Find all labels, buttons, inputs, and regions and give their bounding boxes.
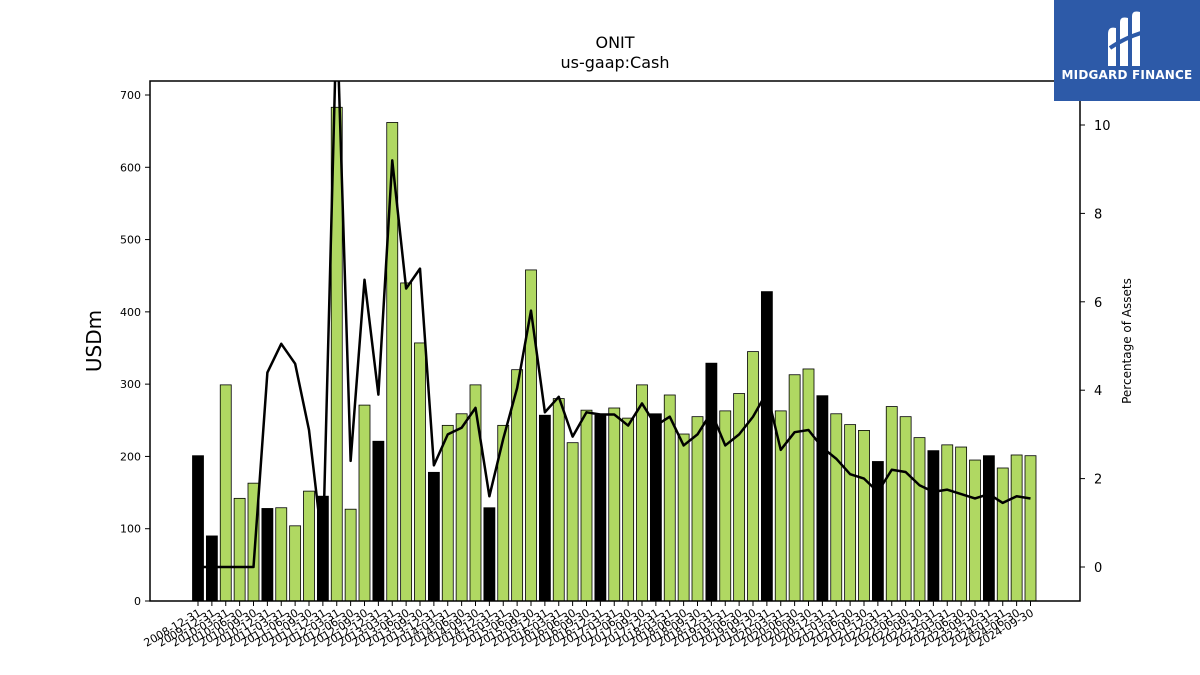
y-tick-label: 500 [120, 234, 141, 247]
y2-tick-label: 6 [1094, 296, 1102, 311]
bar [955, 446, 968, 601]
bar [691, 416, 704, 601]
y-tick-label: 100 [120, 523, 141, 536]
percentage-line [198, 81, 1031, 569]
plot-frame [149, 80, 1081, 602]
bar [802, 368, 815, 601]
bar [705, 362, 718, 601]
bar [899, 416, 912, 601]
bar [233, 497, 246, 601]
bar [580, 409, 593, 601]
bar [372, 440, 385, 601]
bar [192, 455, 204, 601]
bar [636, 384, 648, 601]
bar [719, 410, 732, 601]
y-tick-label: 200 [120, 450, 141, 463]
bar [386, 122, 399, 601]
bar [649, 413, 662, 601]
y2-axis-label: Percentage of Assets [1120, 278, 1134, 404]
bar [788, 374, 801, 601]
y2-tick-label: 0 [1094, 561, 1102, 576]
bar [982, 455, 995, 601]
bar [414, 342, 426, 601]
bar [566, 442, 579, 601]
bar [927, 450, 940, 601]
y2-tick-label: 2 [1094, 473, 1102, 488]
bar [941, 444, 954, 601]
bar [525, 269, 537, 601]
y-tick-label: 300 [120, 378, 141, 391]
bar [969, 459, 981, 601]
y2-tick-label: 4 [1094, 384, 1102, 399]
bar [608, 407, 621, 601]
bar [400, 282, 413, 601]
bar [303, 490, 315, 601]
bar [289, 525, 302, 601]
bar [594, 414, 607, 601]
bar [913, 437, 926, 601]
chart-subtitle: us-gaap:Cash [560, 53, 669, 72]
bar [760, 291, 773, 601]
bar [344, 508, 357, 601]
bar [275, 507, 288, 601]
bar [205, 535, 218, 601]
bar [441, 424, 454, 601]
chart-title: ONIT [595, 33, 634, 52]
y-axis-label: USDm [82, 310, 106, 372]
bar [455, 413, 468, 601]
bar [816, 395, 829, 601]
bar [774, 410, 787, 601]
y2-tick-label: 10 [1094, 119, 1111, 134]
bar [747, 351, 759, 601]
bar [871, 461, 884, 601]
bar [1024, 455, 1037, 601]
bar [483, 507, 496, 601]
bar [358, 404, 371, 601]
y-tick-label: 400 [120, 306, 141, 319]
percentage-line-series [198, 81, 1031, 569]
bar [552, 398, 565, 601]
y-tick-label: 0 [134, 595, 141, 608]
bar [219, 384, 232, 601]
y2-tick-label: 8 [1094, 207, 1102, 222]
bar [511, 369, 524, 601]
brand-logo: MIDGARD FINANCE [1054, 0, 1200, 101]
bar [427, 471, 440, 601]
bar [261, 508, 274, 601]
bar [733, 393, 746, 601]
logo-text: MIDGARD FINANCE [1061, 68, 1193, 82]
bar [996, 467, 1009, 601]
logo-mark-icon [1108, 11, 1145, 67]
bar [1010, 454, 1023, 601]
bar [622, 417, 635, 601]
bar [885, 406, 898, 601]
y-tick-label: 600 [120, 161, 141, 174]
y-tick-label: 700 [120, 89, 141, 102]
bar [858, 430, 870, 601]
bar [247, 482, 260, 601]
bar [497, 424, 510, 601]
bar [844, 424, 857, 601]
bar [469, 384, 482, 601]
bar [830, 413, 843, 601]
bar [677, 433, 690, 601]
bar [538, 414, 551, 601]
